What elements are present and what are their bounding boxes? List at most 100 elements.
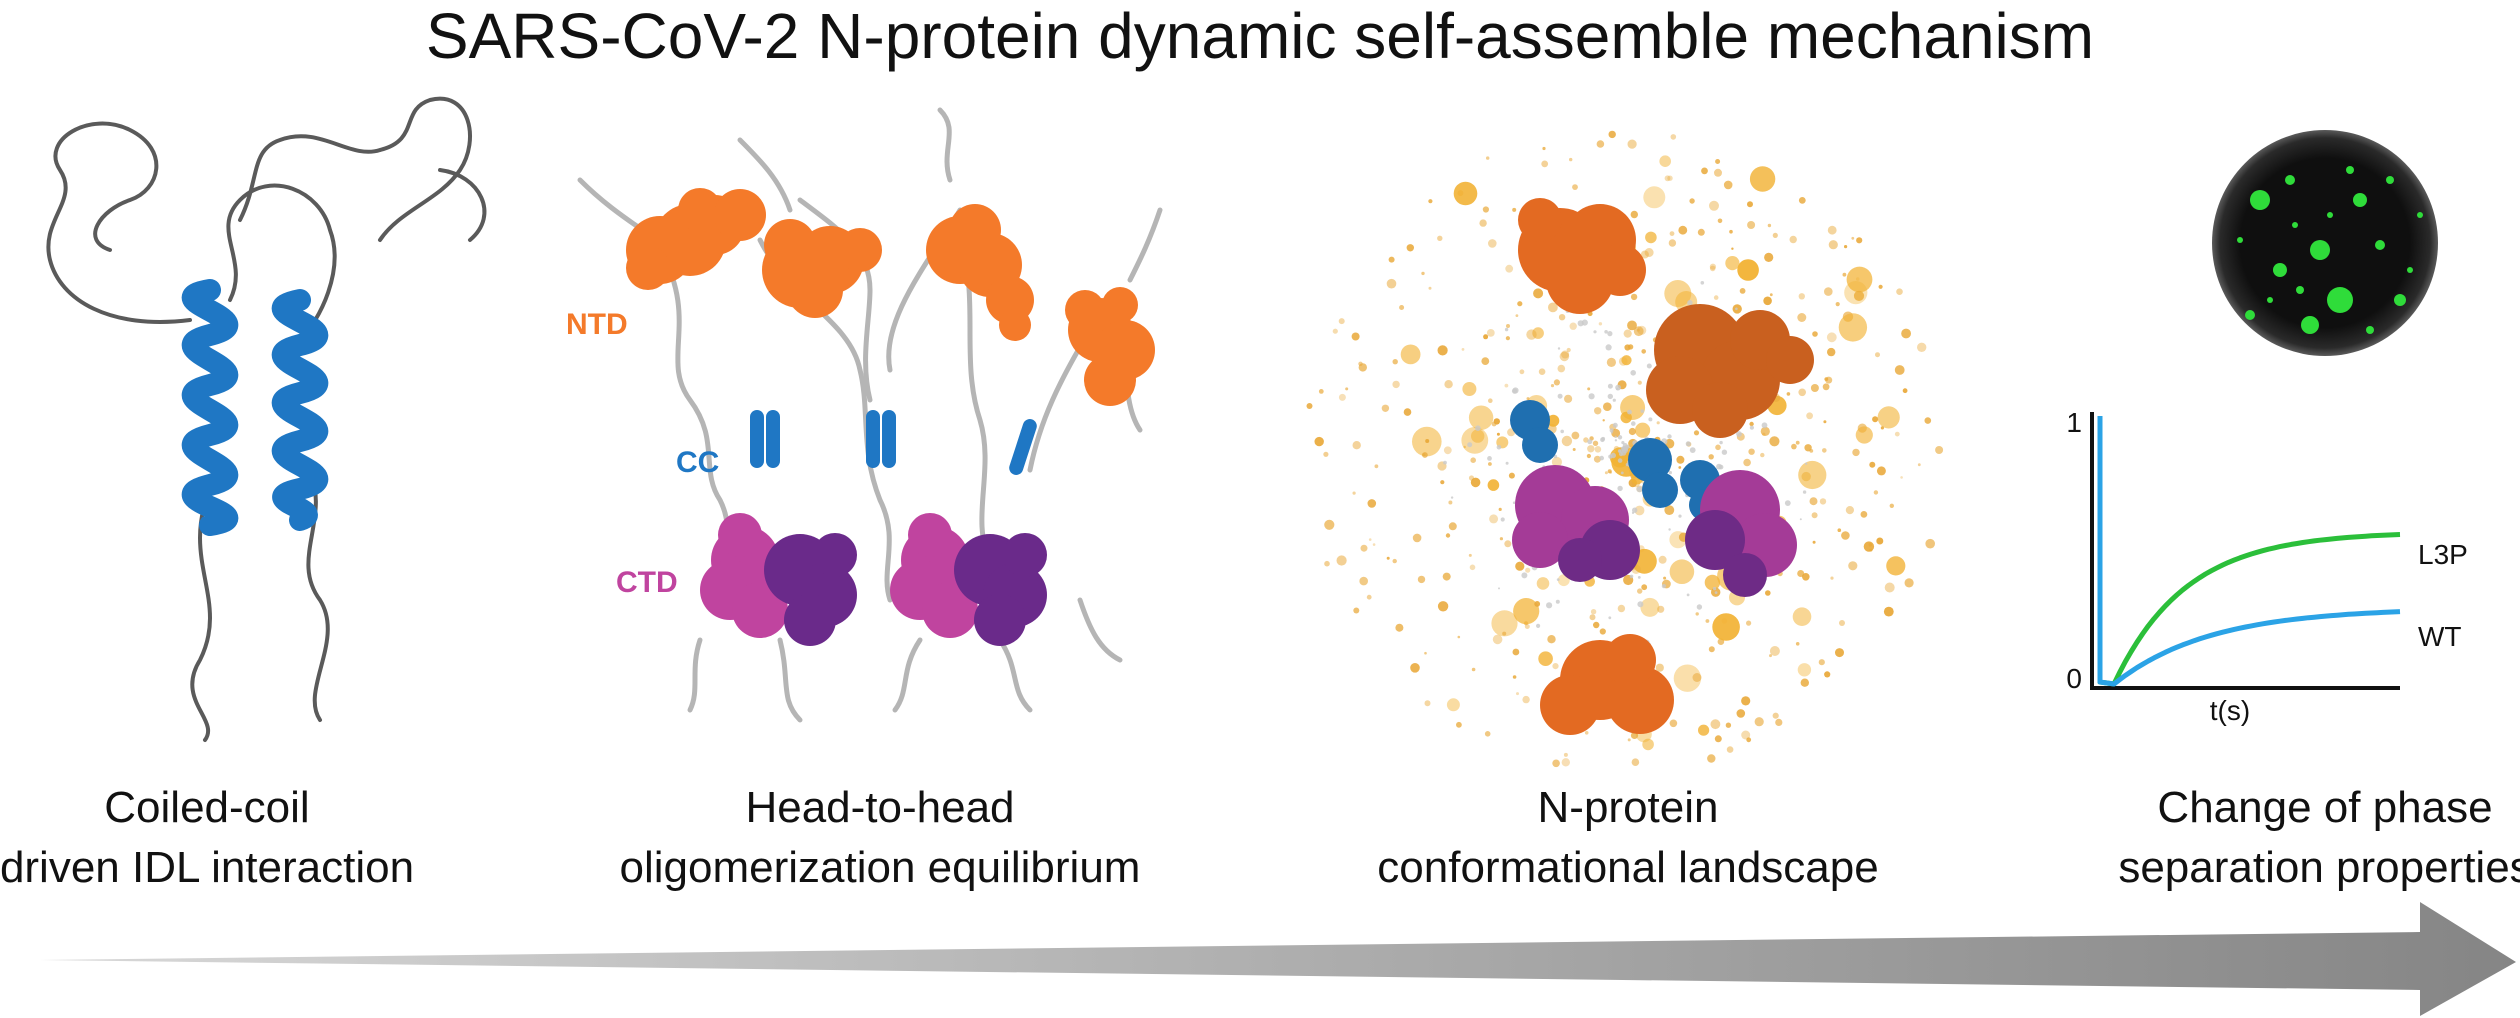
particle-dot [1504,540,1512,548]
particle-dot [1627,738,1631,742]
particle-dot [1896,288,1903,296]
particle-dot [1479,219,1487,227]
atom-dot [1632,507,1638,513]
particle-dot [1561,758,1571,767]
droplet [2245,310,2255,320]
atom-dot [1661,584,1666,589]
particle-dot [1731,247,1734,250]
atom-dot [1749,425,1754,430]
particle-dot [1775,718,1783,727]
ensemble-ctd [1512,465,1797,597]
particle-dot [1505,264,1514,273]
particle-dot [1664,175,1671,182]
particle-dot [1863,541,1875,552]
particle-dot [1608,130,1616,139]
atom-dot [1646,363,1652,369]
droplet [2346,166,2354,174]
particle-dot [1512,648,1520,656]
atom-dot [1614,439,1618,442]
particle-dot [1786,392,1791,396]
atom-dot [1689,447,1696,453]
atom-dot [1614,435,1617,438]
particle-dot [1765,590,1771,596]
atom-dot [1637,601,1644,608]
particle-dot [1658,555,1667,564]
atom-dot [1496,444,1502,450]
particle-dot [1602,419,1605,422]
y-tick-label: 1 [2066,407,2082,438]
plot-axes [2090,412,2400,690]
green-droplets [2237,166,2423,334]
atom-dot [1678,514,1682,518]
particle-dot [1901,328,1911,339]
particle-dot [1392,558,1397,564]
atom-dot [1557,347,1561,350]
particle-dot [1471,667,1476,672]
series-line-l3p [2097,416,2401,687]
particle-dot [1637,325,1647,335]
particle-dot [1388,256,1395,263]
particle-dot [1767,223,1772,228]
particle-dot [1812,540,1816,544]
particle-dot [1748,448,1755,455]
particle-dot [1634,505,1645,516]
particle-dot [1656,421,1660,425]
particle-dot [1830,576,1834,580]
particle-dot [1352,491,1356,495]
particle-dot [1359,576,1368,586]
x-axis-label: t(s) [2210,695,2250,726]
particle-dot [1886,556,1906,576]
particle-dot [1410,663,1420,673]
particle-dot [1486,329,1495,337]
particle-dot [1561,435,1573,447]
particle-dot [1368,538,1372,541]
particle-dot [1360,544,1368,552]
particle-dot [1644,248,1654,257]
particle-dot [1824,377,1829,381]
particle-dot [1818,659,1825,666]
particle-dot [1512,675,1517,679]
droplet [2366,326,2374,334]
atom-dot [1618,451,1624,457]
particle-dot [1558,314,1566,321]
particle-dot [1353,607,1360,614]
ctd-domains [700,513,1047,646]
cc-label: CC [676,446,719,479]
particle-dot [1798,197,1806,204]
particle-dot [1848,561,1858,571]
particle-dot [1669,719,1678,728]
droplet [2386,176,2394,184]
atom-dot [1714,591,1718,594]
particle-dot [1358,361,1363,366]
caption-2-line-2: oligomerization equilibrium [620,843,1141,892]
particle-dot [1444,380,1453,389]
particle-dot [1336,555,1347,566]
particle-dot [1456,721,1462,728]
atom-dot [1498,587,1500,590]
particle-dot [1704,574,1721,591]
atom-dot [1607,331,1613,337]
legend-label-wt: WT [2418,621,2462,652]
atom-dot [1700,281,1705,285]
particle-dot [1499,537,1503,541]
atom-dot [1615,384,1621,391]
particle-dot [1640,597,1660,617]
particle-dot [1392,380,1400,389]
particle-dot [1749,421,1754,427]
particle-dot [1318,389,1324,394]
particle-dot [1446,698,1460,712]
panel-phase-separation: 1 0 t(s) L3P WT [2066,130,2468,726]
particle-dot [1594,446,1602,453]
atom-dot [1617,449,1622,453]
atom-dot [1761,422,1768,429]
particle-dot [1492,634,1503,645]
particle-dot [1873,490,1879,495]
particle-dot [1481,357,1490,365]
particle-dot [1533,288,1544,299]
particle-dot [1604,471,1608,475]
particle-dot [1564,394,1573,403]
particle-dot [1589,614,1596,621]
atom-dot [1556,578,1560,581]
particle-dot [1517,301,1523,307]
